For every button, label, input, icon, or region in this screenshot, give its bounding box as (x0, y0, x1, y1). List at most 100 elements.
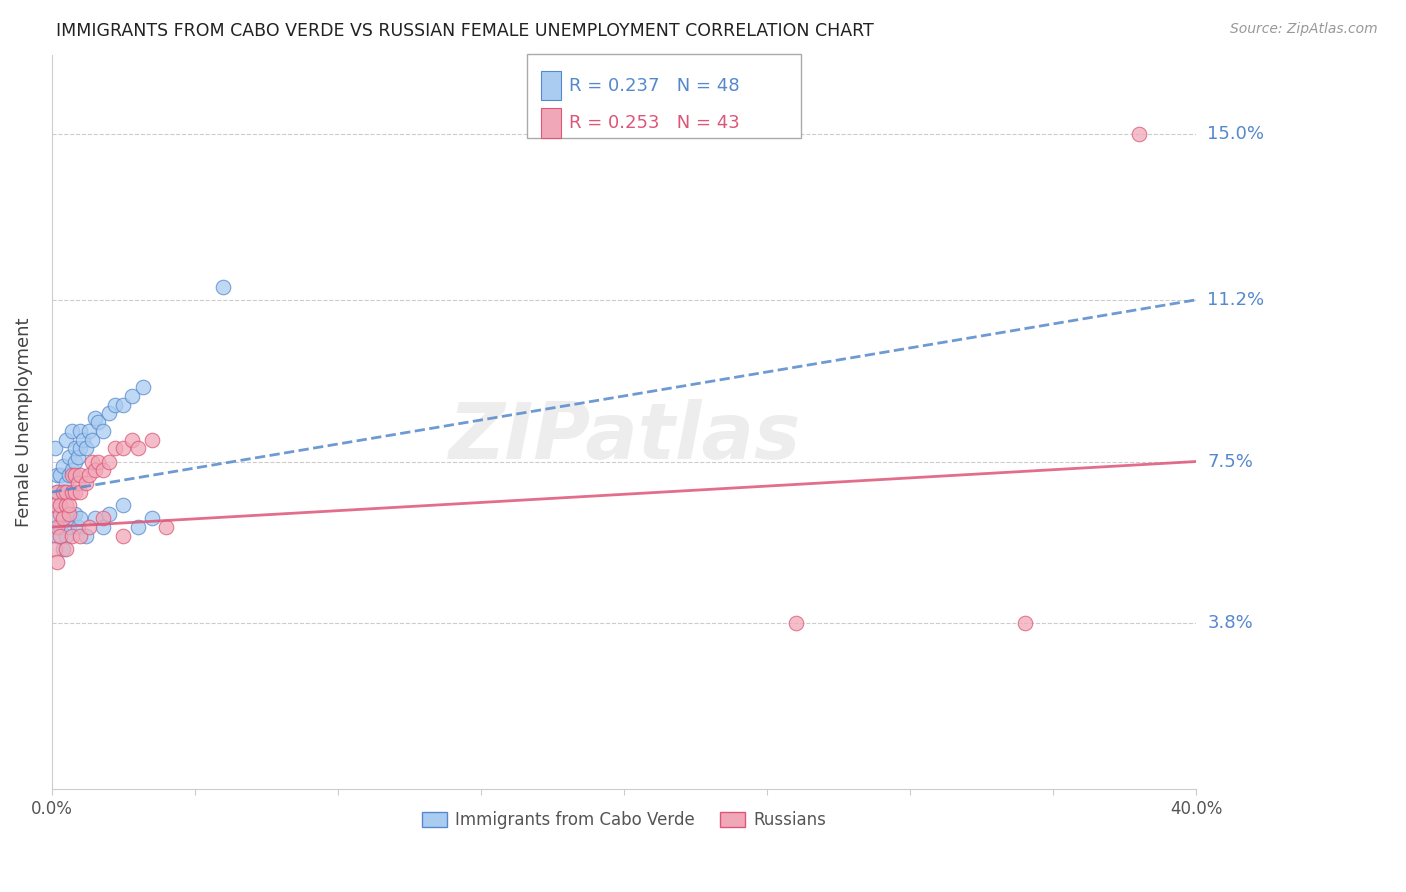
Point (60, 529, 83, 543)
Point (44, 498, 66, 512)
Text: 3.8%: 3.8% (1208, 615, 1253, 632)
Point (52, 485, 75, 500)
Point (60, 424, 83, 438)
Point (98, 454, 121, 468)
Point (132, 380, 155, 394)
Y-axis label: Female Unemployment: Female Unemployment (15, 318, 32, 527)
Point (49, 498, 72, 512)
Point (80, 454, 103, 468)
Point (63, 442, 86, 456)
Point (60, 511, 83, 525)
Point (75, 476, 97, 491)
Point (49, 507, 72, 521)
Point (63, 485, 86, 500)
Point (141, 511, 163, 525)
Point (66, 520, 89, 534)
Point (69, 442, 91, 456)
Point (72, 433, 94, 447)
Point (77, 467, 100, 482)
Point (44, 541, 66, 556)
Point (60, 467, 83, 482)
Point (77, 424, 100, 438)
Point (52, 458, 75, 473)
Point (91, 463, 114, 477)
Point (83, 463, 105, 477)
Text: Source: ZipAtlas.com: Source: ZipAtlas.com (1230, 22, 1378, 37)
Point (58, 498, 80, 512)
Point (86, 415, 108, 429)
Point (46, 529, 69, 543)
Point (86, 454, 108, 468)
Point (55, 433, 77, 447)
Point (80, 433, 103, 447)
Text: 11.2%: 11.2% (1208, 291, 1264, 309)
Point (112, 442, 135, 456)
Point (77, 520, 100, 534)
Point (141, 433, 163, 447)
Point (75, 529, 97, 543)
Point (83, 410, 105, 425)
Point (55, 485, 77, 500)
Legend: Immigrants from Cabo Verde, Russians: Immigrants from Cabo Verde, Russians (415, 805, 832, 836)
Point (58, 450, 80, 464)
Text: R = 0.237   N = 48: R = 0.237 N = 48 (569, 77, 740, 95)
Point (49, 520, 72, 534)
Point (60, 463, 83, 477)
Point (55, 498, 77, 512)
Point (46, 467, 69, 482)
Point (52, 511, 75, 525)
Point (121, 433, 143, 447)
Text: IMMIGRANTS FROM CABO VERDE VS RUSSIAN FEMALE UNEMPLOYMENT CORRELATION CHART: IMMIGRANTS FROM CABO VERDE VS RUSSIAN FE… (56, 22, 875, 40)
Point (1128, 127, 1150, 141)
Point (46, 485, 69, 500)
Point (155, 520, 177, 534)
Text: R = 0.253   N = 43: R = 0.253 N = 43 (569, 114, 740, 132)
Point (69, 529, 91, 543)
Point (1014, 616, 1036, 631)
Point (112, 529, 135, 543)
Point (63, 507, 86, 521)
Point (127, 442, 149, 456)
Point (83, 511, 105, 525)
Point (58, 467, 80, 482)
Point (58, 507, 80, 521)
Point (98, 507, 121, 521)
Point (55, 529, 77, 543)
Point (112, 398, 135, 412)
Point (121, 389, 143, 403)
Point (69, 467, 91, 482)
Point (69, 424, 91, 438)
Point (44, 442, 66, 456)
Point (49, 529, 72, 543)
Text: ZIPatlas: ZIPatlas (449, 399, 800, 475)
Point (46, 555, 69, 569)
Point (49, 467, 72, 482)
Point (91, 511, 114, 525)
Point (66, 476, 89, 491)
Point (212, 279, 235, 293)
Point (46, 485, 69, 500)
Point (104, 442, 127, 456)
Text: 7.5%: 7.5% (1208, 452, 1253, 470)
Point (46, 520, 69, 534)
Point (785, 616, 807, 631)
Point (52, 485, 75, 500)
Point (55, 541, 77, 556)
Point (69, 485, 91, 500)
Point (52, 541, 75, 556)
Point (104, 398, 127, 412)
Point (44, 511, 66, 525)
Point (60, 485, 83, 500)
Point (66, 450, 89, 464)
Point (127, 520, 149, 534)
Point (91, 424, 114, 438)
Text: 15.0%: 15.0% (1208, 125, 1264, 143)
Point (91, 520, 114, 534)
Point (98, 406, 121, 420)
Point (69, 511, 91, 525)
Point (58, 520, 80, 534)
Point (75, 442, 97, 456)
Point (112, 498, 135, 512)
Point (49, 498, 72, 512)
Point (63, 467, 86, 482)
